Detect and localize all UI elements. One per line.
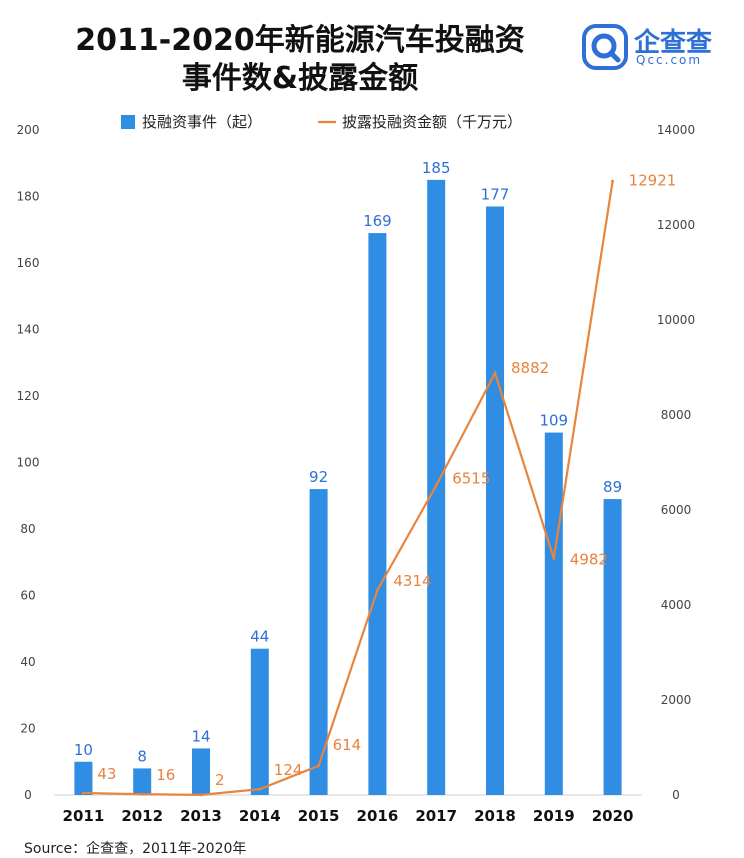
legend-bar-label: 投融资事件（起） bbox=[142, 113, 262, 131]
y-left-tick-label: 0 bbox=[24, 788, 32, 802]
logo-domain: Qcc.com bbox=[636, 53, 703, 67]
line-data-label: 614 bbox=[333, 736, 362, 754]
y-left-tick-label: 180 bbox=[17, 190, 40, 204]
chart-title-line2: 事件数&披露金额 bbox=[181, 61, 419, 96]
line-data-label: 8882 bbox=[511, 359, 549, 377]
bar-data-label: 44 bbox=[250, 628, 269, 646]
bar-data-label: 10 bbox=[74, 741, 93, 759]
y-left-tick-label: 200 bbox=[17, 123, 40, 137]
x-tick-label: 2016 bbox=[357, 807, 399, 825]
y-left-tick-label: 120 bbox=[17, 389, 40, 403]
bar-data-label: 14 bbox=[191, 727, 210, 745]
x-tick-label: 2011 bbox=[63, 807, 105, 825]
x-tick-label: 2018 bbox=[474, 807, 516, 825]
bar-data-label: 89 bbox=[603, 478, 622, 496]
legend-bar-swatch bbox=[121, 115, 135, 129]
bar-data-label: 109 bbox=[539, 412, 568, 430]
source-note: Source：企查查，2011年-2020年 bbox=[24, 841, 247, 857]
legend-line-label: 披露投融资金额（千万元） bbox=[342, 113, 522, 131]
y-right-tick-label: 10000 bbox=[657, 313, 695, 327]
y-left-tick-label: 160 bbox=[17, 256, 40, 270]
bar bbox=[133, 768, 152, 795]
bar bbox=[74, 761, 93, 795]
y-right-tick-label: 2000 bbox=[661, 693, 692, 707]
y-left-tick-label: 80 bbox=[20, 522, 35, 536]
bar bbox=[544, 432, 563, 795]
line-point bbox=[258, 787, 262, 791]
line-data-label: 124 bbox=[274, 761, 303, 779]
line-data-label: 12921 bbox=[629, 171, 677, 189]
line-data-label: 4314 bbox=[393, 572, 431, 590]
bar bbox=[368, 233, 387, 795]
y-right-tick-label: 12000 bbox=[657, 218, 695, 232]
line-point bbox=[493, 371, 497, 375]
line-point bbox=[140, 792, 144, 796]
bar-data-label: 169 bbox=[363, 212, 392, 230]
x-tick-label: 2015 bbox=[298, 807, 340, 825]
y-right-tick-label: 0 bbox=[672, 788, 680, 802]
bar-data-label: 8 bbox=[137, 747, 147, 765]
y-right-tick-label: 4000 bbox=[661, 598, 692, 612]
line-data-label: 2 bbox=[215, 771, 225, 789]
y-right-tick-label: 14000 bbox=[657, 123, 695, 137]
line-point bbox=[81, 791, 85, 795]
chart-title-line1: 2011-2020年新能源汽车投融资 bbox=[75, 23, 525, 58]
y-left-tick-label: 20 bbox=[20, 722, 35, 736]
x-tick-label: 2020 bbox=[592, 807, 634, 825]
line-data-label: 16 bbox=[156, 766, 175, 784]
x-tick-label: 2017 bbox=[415, 807, 457, 825]
qcc-logo: 企查查 Qcc.com bbox=[582, 22, 732, 72]
line-point bbox=[552, 556, 556, 560]
bar-data-label: 92 bbox=[309, 468, 328, 486]
x-tick-label: 2012 bbox=[121, 807, 163, 825]
line-point bbox=[199, 793, 203, 797]
y-left-tick-label: 100 bbox=[17, 456, 40, 470]
line-data-label: 6515 bbox=[452, 470, 490, 488]
x-tick-label: 2019 bbox=[533, 807, 575, 825]
bar-data-label: 185 bbox=[422, 159, 451, 177]
line-data-label: 4982 bbox=[570, 550, 608, 568]
line-point bbox=[434, 484, 438, 488]
x-tick-label: 2013 bbox=[180, 807, 222, 825]
x-tick-label: 2014 bbox=[239, 807, 281, 825]
bar bbox=[192, 748, 210, 795]
bar bbox=[309, 489, 328, 795]
logo-name: 企查查 bbox=[634, 28, 713, 58]
qcc-logo-icon bbox=[582, 24, 628, 70]
bar bbox=[486, 206, 504, 796]
bar bbox=[250, 648, 269, 795]
y-left-tick-label: 140 bbox=[17, 323, 40, 337]
line-series bbox=[83, 181, 614, 797]
line-point bbox=[317, 764, 321, 768]
y-right-tick-label: 6000 bbox=[661, 503, 692, 517]
line-data-label: 43 bbox=[97, 765, 116, 783]
bar bbox=[603, 499, 622, 795]
line-point bbox=[375, 588, 379, 592]
y-right-tick-label: 8000 bbox=[661, 408, 692, 422]
y-left-tick-label: 40 bbox=[20, 655, 35, 669]
y-left-tick-label: 60 bbox=[20, 589, 35, 603]
line-point bbox=[611, 179, 615, 183]
bar-data-label: 177 bbox=[481, 185, 510, 203]
